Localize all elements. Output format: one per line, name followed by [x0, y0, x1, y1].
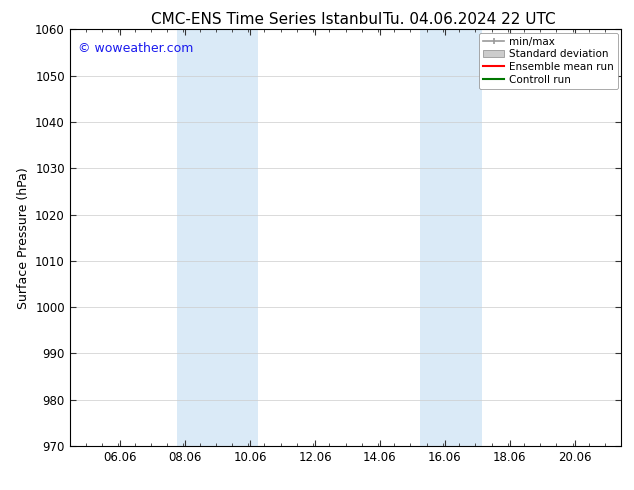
Bar	[420, 29, 482, 446]
Bar	[177, 29, 258, 446]
Text: Tu. 04.06.2024 22 UTC: Tu. 04.06.2024 22 UTC	[383, 12, 555, 27]
Text: © woweather.com: © woweather.com	[78, 42, 193, 55]
Text: CMC-ENS Time Series Istanbul: CMC-ENS Time Series Istanbul	[151, 12, 382, 27]
Legend: min/max, Standard deviation, Ensemble mean run, Controll run: min/max, Standard deviation, Ensemble me…	[479, 32, 618, 89]
Y-axis label: Surface Pressure (hPa): Surface Pressure (hPa)	[16, 167, 30, 309]
